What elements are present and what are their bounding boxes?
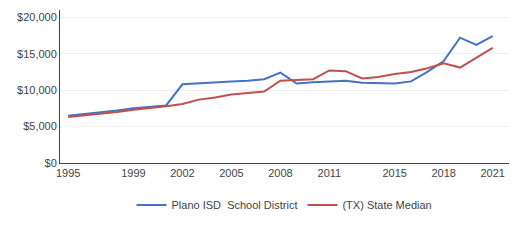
svg-text:$0: $0: [45, 157, 57, 169]
svg-text:2002: 2002: [170, 167, 194, 179]
svg-text:(TX) State Median: (TX) State Median: [342, 199, 431, 211]
svg-text:$10,000: $10,000: [17, 84, 57, 96]
svg-text:2021: 2021: [480, 167, 504, 179]
svg-text:2018: 2018: [431, 167, 455, 179]
svg-text:$20,000: $20,000: [17, 11, 57, 23]
svg-text:$5,000: $5,000: [23, 120, 57, 132]
svg-text:Plano ISD School District: Plano ISD School District: [172, 199, 298, 211]
svg-text:1999: 1999: [121, 167, 145, 179]
svg-text:2005: 2005: [219, 167, 243, 179]
svg-text:$15,000: $15,000: [17, 48, 57, 60]
svg-text:2008: 2008: [268, 167, 292, 179]
svg-text:2015: 2015: [382, 167, 406, 179]
svg-text:2011: 2011: [318, 167, 342, 179]
svg-text:1995: 1995: [56, 167, 80, 179]
